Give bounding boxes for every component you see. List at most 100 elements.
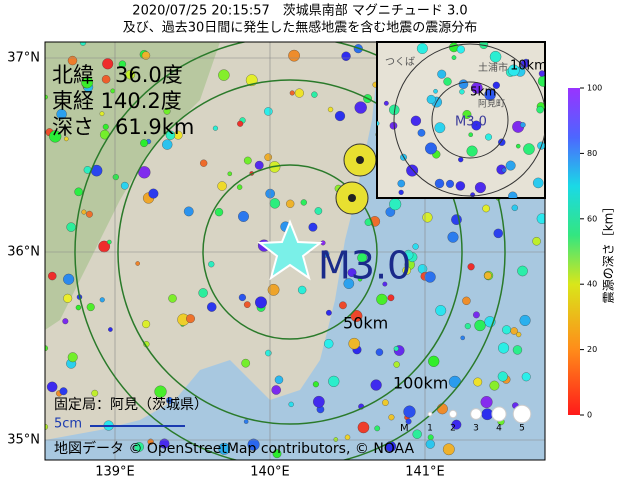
hypocenter (505, 160, 516, 171)
hypocenter (357, 252, 368, 263)
hypocenter (102, 58, 114, 70)
info-text: 東経 140.2度 (52, 89, 182, 113)
hypocenter (403, 405, 416, 418)
hypocenter (523, 143, 535, 155)
hypocenter (237, 120, 244, 127)
hypocenter (468, 132, 473, 137)
ring (202, 164, 378, 340)
hypocenter (297, 285, 307, 295)
hypocenter (81, 76, 94, 89)
colorbar-tick-label: 60 (587, 214, 597, 223)
lon-label: 141°E (405, 465, 445, 480)
hypocenter (99, 111, 105, 117)
hypocenter (460, 335, 465, 341)
hypocenter (265, 349, 272, 357)
hypocenter (451, 419, 462, 430)
hypocenter (343, 278, 355, 289)
hypocenter (447, 231, 459, 243)
distance-rings (74, 42, 506, 460)
title-line: 及び、過去30日間に発生した無感地震を含む地震の震源分布 (123, 20, 478, 36)
hypocenter (255, 296, 267, 309)
hypocenter (125, 69, 136, 80)
size-legend-label: 2 (450, 424, 456, 434)
hypocenter (484, 89, 496, 101)
hypocenter (264, 107, 273, 116)
hypocenter (334, 110, 346, 122)
place-label: つくば (385, 56, 415, 68)
hypocenter (497, 371, 508, 382)
hypocenter (382, 399, 389, 406)
hypocenter (294, 88, 304, 98)
hypocenter (134, 442, 144, 452)
hypocenter (388, 414, 395, 421)
hypocenter (377, 121, 380, 126)
hypocenter (48, 271, 57, 281)
ring-label: 10km (510, 59, 547, 74)
hypocenter (308, 222, 318, 232)
hypocenter (425, 142, 437, 155)
hypocenter (272, 449, 282, 459)
hypocenter (382, 281, 388, 287)
hypocenter (412, 429, 422, 439)
hypocenter (271, 385, 281, 395)
magnitude-label: M3.0 (455, 115, 487, 130)
hypocenter (434, 122, 446, 134)
hypocenter (63, 293, 73, 303)
hypocenter (405, 418, 412, 425)
inset: 10km 5km M3.0 つくば 土浦市 阿見町 (376, 41, 547, 199)
hypocenter (512, 345, 523, 355)
ring (393, 43, 545, 197)
hypocenter (493, 228, 503, 239)
size-marker (470, 408, 482, 420)
hypocenter (520, 59, 529, 69)
hypocenter (485, 133, 492, 141)
hypocenter (49, 130, 62, 143)
hypocenter (238, 211, 249, 222)
hypocenter (462, 110, 472, 119)
scale-label: 5cm (54, 417, 82, 432)
hypocenter (521, 372, 531, 382)
size-legend-label: 4 (496, 424, 502, 434)
hypocenter (502, 325, 512, 335)
hypocenter (59, 387, 68, 396)
hypocenter (433, 89, 438, 94)
hypocenter (81, 209, 87, 215)
hypocenter (108, 327, 113, 332)
hypocenter (163, 107, 171, 115)
hypocenter (99, 297, 105, 303)
hypocenter (383, 100, 389, 106)
hypocenter (147, 438, 154, 445)
hypocenter (350, 310, 363, 322)
hypocenter (198, 288, 208, 298)
hypocenter (288, 49, 300, 62)
hypocenter (442, 443, 455, 456)
hypocenter (313, 395, 325, 408)
hypocenter (154, 385, 167, 398)
hypocenter (532, 177, 544, 189)
hypocenter (339, 301, 347, 310)
hypocenter (492, 81, 500, 89)
hypocenter (374, 425, 381, 432)
hypocenter (254, 160, 264, 170)
hypocenter (474, 182, 486, 194)
colorbar-tick-label: 40 (587, 280, 597, 289)
size-legend-title: M (400, 423, 409, 434)
credit: 地図データ © OpenStreetMap contributors, © NO… (54, 440, 415, 457)
nuclear-plant (335, 143, 377, 215)
ring (74, 42, 506, 460)
hypocenter (135, 261, 140, 266)
hypocenter (186, 314, 195, 324)
hypocenter (484, 271, 492, 280)
hypocenter (410, 115, 422, 126)
hypocenter (417, 129, 426, 137)
hypocenter (344, 434, 351, 441)
hypocenter (79, 42, 87, 46)
hypocenter (536, 213, 545, 224)
hypocenter (397, 179, 406, 188)
hypocenter (425, 439, 435, 449)
hypocenter (324, 339, 334, 349)
size-marker (491, 406, 507, 422)
hypocenter (214, 207, 224, 217)
lon-label: 140°E (250, 465, 290, 480)
hypocenter (393, 346, 399, 352)
